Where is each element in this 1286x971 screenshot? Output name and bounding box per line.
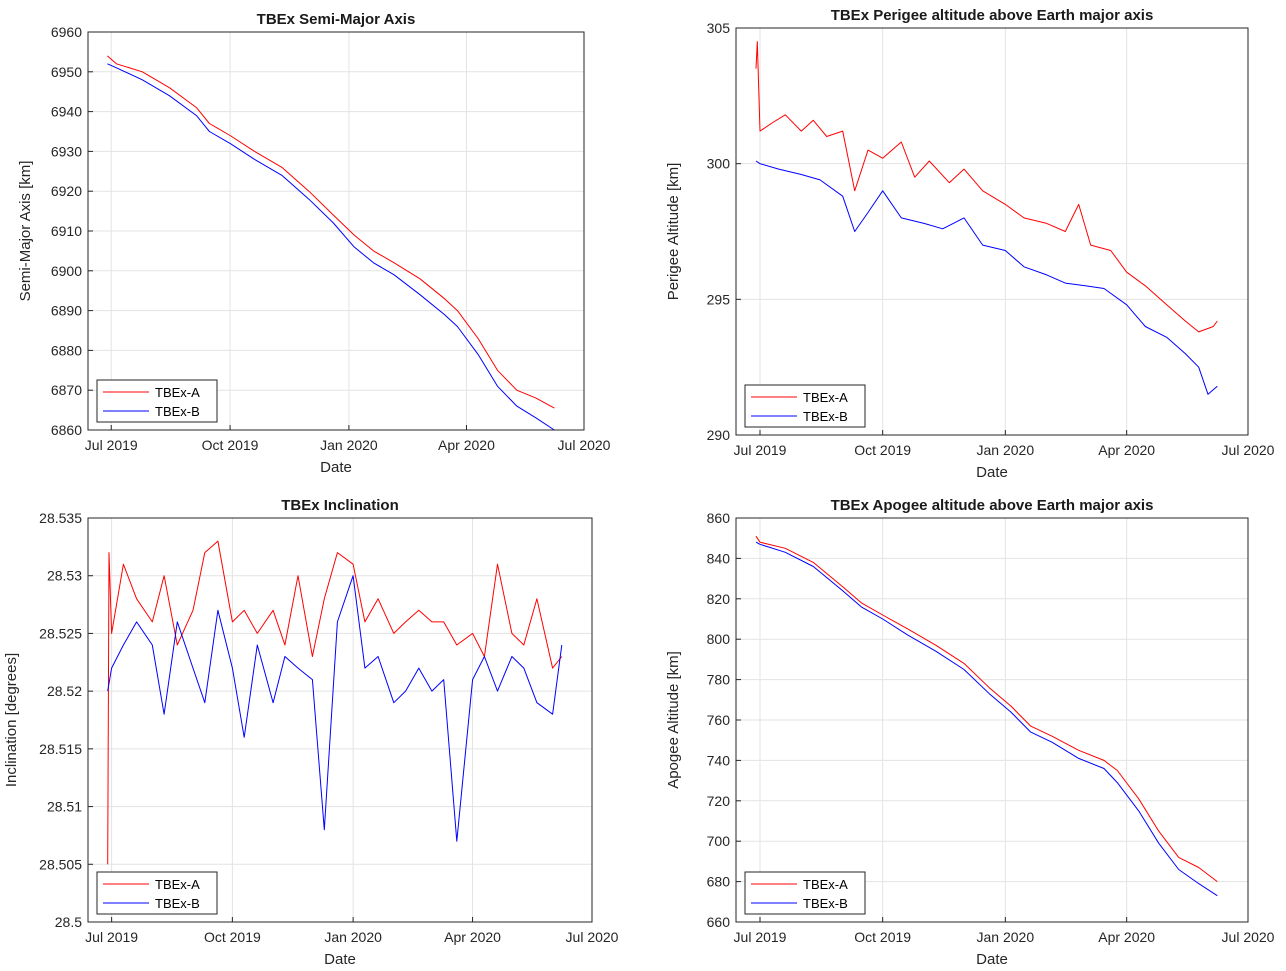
legend: TBEx-A TBEx-B — [96, 379, 218, 423]
chart-panel-2: 290 295 300 305 Jul 2019 Oct 2019 Jan 2020 Apr … — [665, 7, 1275, 481]
y-tick-label: 780 — [707, 672, 731, 688]
y-tick-label: 6900 — [51, 263, 82, 279]
y-tick-label: 28.535 — [39, 510, 82, 526]
legend-box — [96, 871, 218, 915]
x-tick-label: Apr 2020 — [438, 437, 495, 453]
y-tick-label: 28.5 — [55, 914, 82, 930]
y-axis-label: Perigee Altitude [km] — [665, 163, 682, 301]
y-tick-label: 6930 — [51, 143, 82, 159]
legend-label: TBEx-A — [803, 390, 848, 405]
x-tick-label: Oct 2019 — [204, 929, 261, 945]
y-tick-label: 6870 — [51, 382, 82, 398]
x-tick-label: Jul 2020 — [1222, 442, 1275, 458]
y-axis-label: Inclination [degrees] — [3, 653, 20, 787]
y-tick-label: 6950 — [51, 64, 82, 80]
y-tick-label: 680 — [707, 874, 731, 890]
legend-label: TBEx-B — [155, 896, 200, 911]
y-tick-label: 305 — [707, 20, 731, 36]
plot-area — [736, 28, 1248, 435]
y-tick-label: 28.525 — [39, 625, 82, 641]
chart-title: TBEx Perigee altitude above Earth major … — [831, 7, 1154, 24]
y-tick-label: 6940 — [51, 104, 82, 120]
y-axis-label: Semi-Major Axis [km] — [17, 161, 34, 302]
y-tick-label: 28.515 — [39, 741, 82, 757]
y-tick-label: 6960 — [51, 24, 82, 40]
legend: TBEx-A TBEx-B — [744, 871, 866, 915]
series-line-tbex-a — [107, 55, 555, 409]
chart-title: TBEx Inclination — [281, 497, 399, 514]
x-tick-label: Oct 2019 — [854, 929, 911, 945]
y-tick-label: 820 — [707, 591, 731, 607]
y-tick-label: 6860 — [51, 422, 82, 438]
chart-panel-4: 660 680 700 720 740 760 780 800 820 840 860 Jul 201… — [665, 497, 1275, 968]
x-axis-label: Date — [976, 464, 1008, 481]
legend-label: TBEx-A — [155, 877, 200, 892]
y-tick-label: 28.53 — [47, 568, 82, 584]
legend-label: TBEx-A — [803, 877, 848, 892]
y-tick-label: 28.51 — [47, 799, 82, 815]
chart-title: TBEx Semi-Major Axis — [257, 11, 416, 28]
series-line-tbex-a — [755, 535, 1218, 882]
x-tick-label: Jul 2019 — [85, 437, 138, 453]
y-tick-label: 28.52 — [47, 683, 82, 699]
x-tick-label: Jul 2019 — [734, 929, 787, 945]
x-tick-label: Oct 2019 — [202, 437, 259, 453]
x-tick-label: Jul 2020 — [566, 929, 619, 945]
legend-label: TBEx-B — [803, 409, 848, 424]
y-tick-label: 760 — [707, 712, 731, 728]
legend: TBEx-A TBEx-B — [744, 384, 866, 428]
y-tick-label: 860 — [707, 510, 731, 526]
x-tick-label: Jul 2020 — [558, 437, 611, 453]
legend-label: TBEx-B — [803, 896, 848, 911]
y-tick-label: 720 — [707, 793, 731, 809]
y-tick-label: 300 — [707, 156, 731, 172]
y-tick-label: 6880 — [51, 342, 82, 358]
y-tick-label: 800 — [707, 631, 731, 647]
y-tick-label: 660 — [707, 914, 731, 930]
x-tick-label: Jan 2020 — [977, 442, 1035, 458]
x-tick-label: Apr 2020 — [1098, 442, 1155, 458]
x-tick-label: Jan 2020 — [320, 437, 378, 453]
y-tick-label: 6910 — [51, 223, 82, 239]
x-tick-label: Apr 2020 — [1098, 929, 1155, 945]
series-line-tbex-a — [755, 41, 1218, 333]
x-tick-label: Jul 2020 — [1222, 929, 1275, 945]
legend-box — [744, 871, 866, 915]
y-tick-label: 840 — [707, 550, 731, 566]
legend-label: TBEx-A — [155, 385, 200, 400]
legend-label: TBEx-B — [155, 404, 200, 419]
x-tick-label: Jan 2020 — [324, 929, 382, 945]
x-axis-label: Date — [320, 459, 352, 476]
x-tick-label: Jul 2019 — [734, 442, 787, 458]
y-tick-label: 6890 — [51, 303, 82, 319]
x-axis-label: Date — [976, 951, 1008, 968]
x-tick-label: Apr 2020 — [444, 929, 501, 945]
legend: TBEx-A TBEx-B — [96, 871, 218, 915]
series-line-tbex-b — [107, 575, 563, 842]
y-tick-label: 6920 — [51, 183, 82, 199]
y-tick-label: 740 — [707, 752, 731, 768]
axes-box — [735, 27, 1249, 436]
y-axis-label: Apogee Altitude [km] — [665, 651, 682, 789]
y-tick-label: 28.505 — [39, 856, 82, 872]
y-tick-label: 295 — [707, 291, 731, 307]
series-line-tbex-b — [107, 63, 555, 431]
y-tick-label: 290 — [707, 427, 731, 443]
x-tick-label: Jan 2020 — [977, 929, 1035, 945]
legend-box — [744, 384, 866, 428]
plot-area — [88, 518, 592, 922]
chart-title: TBEx Apogee altitude above Earth major a… — [831, 497, 1154, 514]
axes-box — [87, 517, 593, 923]
chart-panel-3: 28.5 28.505 28.51 28.515 28.52 28.525 28.53 28.… — [3, 497, 619, 968]
x-tick-label: Jul 2019 — [85, 929, 138, 945]
x-tick-label: Oct 2019 — [854, 442, 911, 458]
x-axis-label: Date — [324, 951, 356, 968]
series-line-tbex-b — [755, 160, 1218, 395]
legend-box — [96, 379, 218, 423]
series-line-tbex-b — [755, 541, 1218, 897]
y-tick-label: 700 — [707, 833, 731, 849]
chart-panel-1: 6860 6870 6880 6890 6900 6910 6920 6930 6940 6950… — [17, 11, 611, 476]
